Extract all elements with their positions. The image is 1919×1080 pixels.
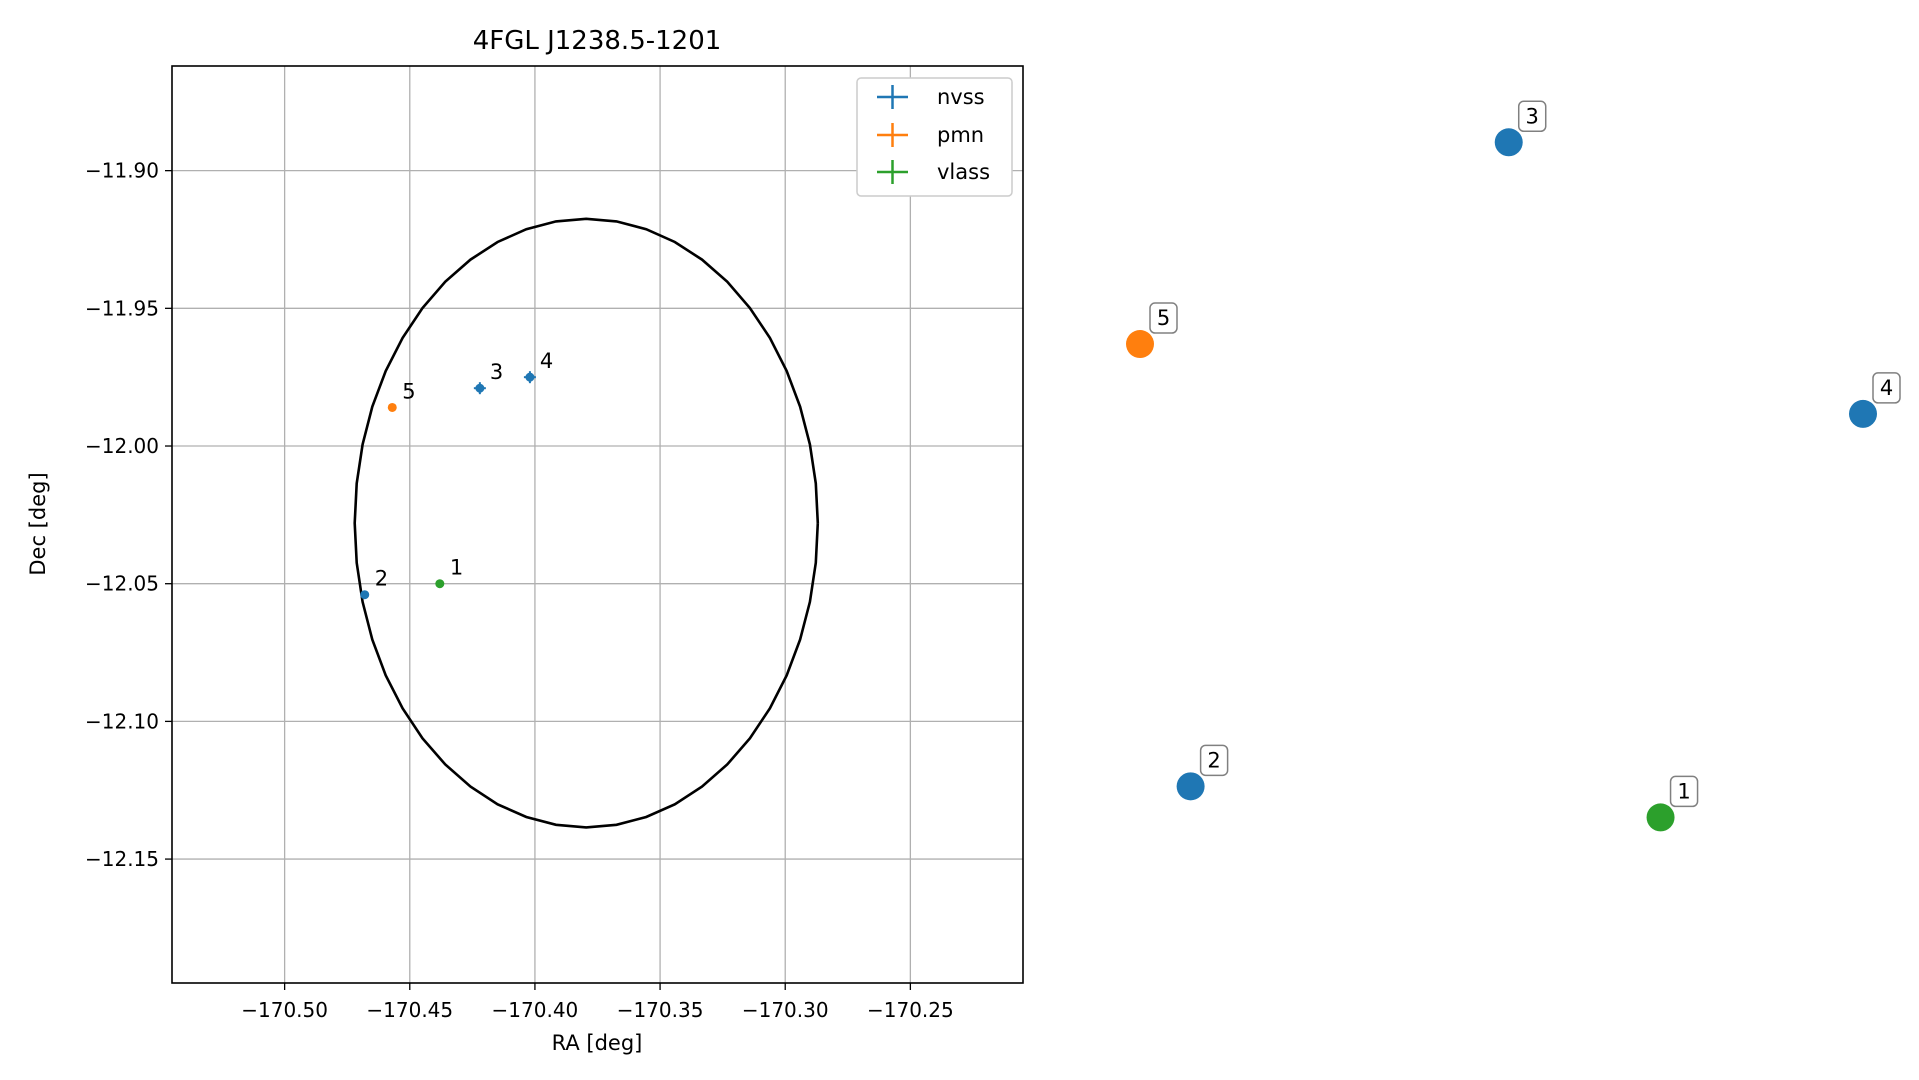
- legend-entry-vlass: vlass: [877, 160, 990, 184]
- x-tick-label: −170.50: [241, 998, 328, 1022]
- data-points: 2 3 4 5 1: [360, 349, 553, 600]
- y-tick-label: −11.95: [85, 296, 159, 320]
- side-point-1: 1: [1646, 775, 1699, 832]
- side-point-2: 2: [1176, 744, 1229, 801]
- point-label: 2: [375, 567, 388, 591]
- side-point-marker: [1176, 772, 1205, 801]
- side-point-label: 1: [1677, 779, 1690, 803]
- x-axis-label: RA [deg]: [552, 1031, 643, 1055]
- legend-label: nvss: [937, 85, 985, 109]
- side-point-label: 3: [1526, 104, 1539, 128]
- y-axis-label: Dec [deg]: [26, 472, 50, 575]
- side-point-marker: [1849, 399, 1877, 428]
- side-point-marker: [1646, 803, 1675, 832]
- data-point-nvss-3: 3: [473, 360, 503, 395]
- point-label: 5: [402, 379, 415, 403]
- side-point-label: 2: [1207, 748, 1220, 772]
- side-label-box: [1872, 372, 1901, 404]
- side-panel: 1 2 3 4 5: [1126, 100, 1901, 832]
- plot-title: 4FGL J1238.5-1201: [473, 26, 722, 56]
- point-marker: [525, 372, 535, 382]
- y-tick-label: −12.15: [85, 847, 159, 871]
- axis-ticks: −170.50 −170.45 −170.40 −170.35 −170.30 −170.…: [85, 159, 954, 1022]
- main-plot: 4FGL J1238.5-1201 23 451 −170.50 −170.45 −1…: [26, 26, 1024, 1055]
- side-point-3: 3: [1494, 100, 1547, 157]
- side-point-marker: [1494, 128, 1523, 157]
- x-tick-label: −170.30: [742, 998, 829, 1022]
- point-label: 4: [540, 349, 553, 373]
- point-label: 3: [490, 360, 503, 384]
- x-tick-label: −170.35: [617, 998, 704, 1022]
- x-tick-label: −170.45: [366, 998, 453, 1022]
- side-point-label: 4: [1880, 376, 1893, 400]
- legend-entry-nvss: nvss: [877, 85, 985, 109]
- side-label-box: [1517, 100, 1547, 133]
- y-tick-label: −11.90: [85, 159, 159, 183]
- side-label-box: [1149, 302, 1178, 334]
- side-point-4: 4: [1849, 372, 1901, 428]
- axes-frame: [171, 65, 1024, 984]
- side-point-marker: [1126, 330, 1154, 359]
- point-label: 1: [450, 556, 463, 580]
- y-tick-label: −12.00: [85, 434, 159, 458]
- y-tick-label: −12.05: [85, 572, 159, 596]
- x-tick-label: −170.25: [867, 998, 954, 1022]
- y-tick-label: −12.10: [85, 709, 159, 733]
- side-point-5: 5: [1126, 302, 1178, 359]
- legend: nvss pmn vlass: [856, 77, 1013, 197]
- grid: [172, 66, 1023, 983]
- legend-label: pmn: [937, 123, 984, 147]
- error-ellipse: [353, 217, 820, 829]
- legend-label: vlass: [937, 160, 990, 184]
- side-label-box: [1199, 744, 1229, 777]
- legend-box: [856, 77, 1013, 197]
- side-point-label: 5: [1157, 306, 1170, 330]
- point-marker: [387, 402, 397, 412]
- data-point-pmn-5: 5: [387, 379, 416, 412]
- data-point-nvss-4: 4: [523, 349, 553, 384]
- point-marker: [435, 579, 445, 589]
- ellipse-outline: [353, 217, 820, 829]
- legend-entry-pmn: pmn: [877, 123, 984, 147]
- data-point-vlass-1: 1: [435, 556, 463, 589]
- point-marker: [475, 383, 485, 393]
- point-marker: [360, 590, 370, 600]
- side-label-box: [1669, 775, 1699, 808]
- data-point-nvss-2: 2: [360, 567, 388, 600]
- x-tick-label: −170.40: [492, 998, 579, 1022]
